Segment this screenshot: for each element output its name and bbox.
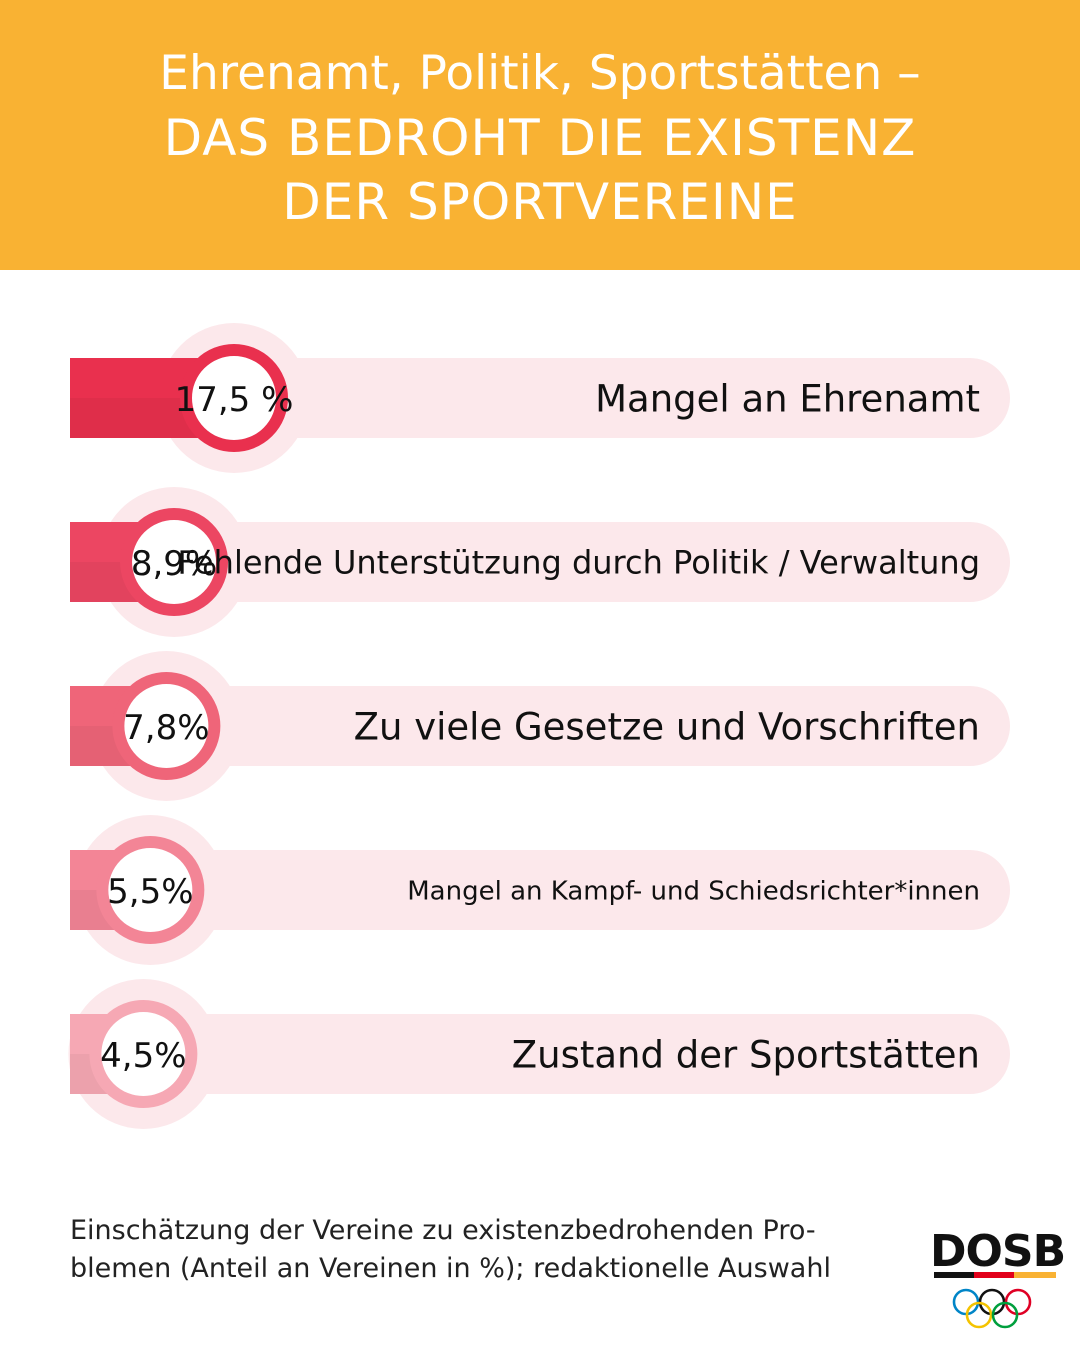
- value-label: 4,5%: [100, 1036, 186, 1076]
- value-ring: [180, 344, 288, 452]
- title-line-1: Ehrenamt, Politik, Sportstätten –: [159, 46, 921, 101]
- category-label: Fehlende Unterstützung durch Politik / V…: [177, 544, 980, 582]
- value-label: 8,9%: [131, 544, 217, 584]
- bar-track: [70, 1014, 1010, 1094]
- category-label: Zustand der Sportstätten: [512, 1033, 980, 1076]
- title-line-3: DER SPORTVEREINE: [282, 173, 798, 231]
- bar-chart: 17,5 % Mangel an Ehrenamt 8,9%Fehlende Unt…: [68, 323, 1010, 1129]
- category-label: Zu viele Gesetze und Vorschriften: [354, 705, 980, 748]
- footnote-line-1: Einschätzung der Vereine zu existenzbedr…: [70, 1215, 816, 1246]
- dosb-logo: DOSB: [930, 1228, 1066, 1332]
- olympic-rings-icon: [952, 1288, 1032, 1329]
- footnote-line-2: blemen (Anteil an Vereinen in %); redakt…: [70, 1253, 831, 1284]
- flag-stripe: [934, 1272, 1056, 1278]
- value-label: 7,8%: [123, 708, 209, 748]
- category-label: Mangel an Ehrenamt: [595, 377, 980, 420]
- value-ring: [89, 1000, 198, 1108]
- value-label: 17,5 %: [175, 380, 294, 420]
- value-ring: [96, 836, 205, 944]
- value-label: 5,5%: [107, 872, 193, 912]
- value-ring: [112, 672, 221, 780]
- value-ring: [120, 508, 229, 616]
- bar-track: [70, 686, 1010, 766]
- bar-track: [70, 850, 1010, 930]
- footnote: Einschätzung der Vereine zu existenzbedr…: [70, 1212, 890, 1288]
- header-banner: Ehrenamt, Politik, Sportstätten – DAS BE…: [0, 0, 1080, 270]
- logo-text: DOSB: [930, 1226, 1066, 1277]
- category-label: Mangel an Kampf- und Schiedsrichter*inne…: [407, 876, 980, 906]
- bar-track: [70, 522, 1010, 602]
- title-line-2: DAS BEDROHT DIE EXISTENZ: [163, 109, 917, 167]
